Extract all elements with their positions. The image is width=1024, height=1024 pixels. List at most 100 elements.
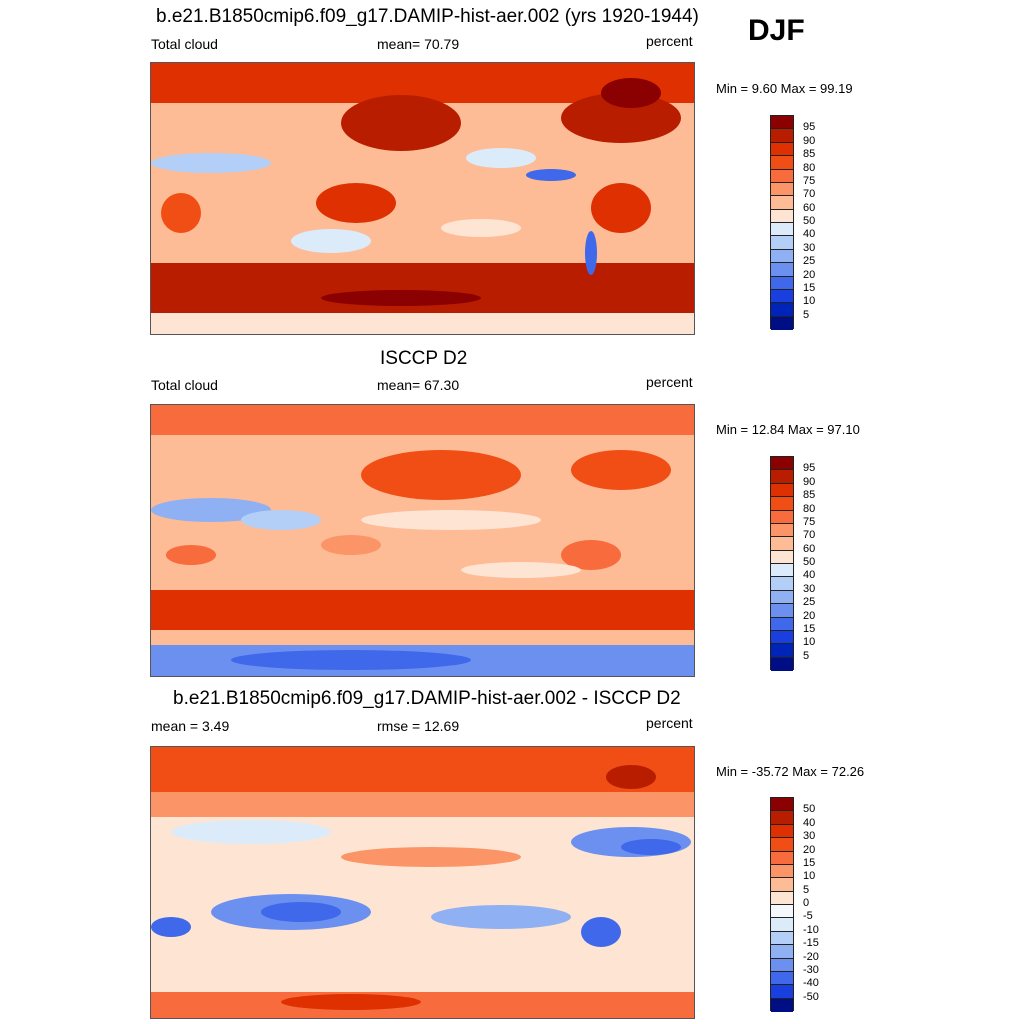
colorbar-swatch xyxy=(771,931,793,946)
colorbar-tick-label: 5 xyxy=(803,649,810,662)
colorbar-swatch xyxy=(771,457,793,471)
colorbar-tick-label: 70 xyxy=(803,188,816,201)
colorbar-swatch xyxy=(771,604,793,618)
panel-1-left-label: Total cloud xyxy=(151,36,218,52)
colorbar-swatch xyxy=(771,223,793,237)
colorbar-tick-label: 40 xyxy=(803,816,816,829)
colorbar-tick-label: 30 xyxy=(803,830,816,843)
season-label: DJF xyxy=(748,14,805,47)
colorbar-tick-label: 20 xyxy=(803,268,816,281)
panel-3-units-label: percent xyxy=(646,715,693,731)
panel-1-map xyxy=(150,62,695,335)
colorbar-tick-label: 50 xyxy=(803,556,816,568)
panel-3-colorbar xyxy=(770,797,794,1012)
colorbar-tick-label: 5 xyxy=(803,308,810,321)
panel-3-title: b.e21.B1850cmip6.f09_g17.DAMIP-hist-aer.… xyxy=(173,688,681,709)
colorbar-swatch xyxy=(771,116,793,130)
colorbar-swatch xyxy=(771,985,793,999)
colorbar-tick-label: 20 xyxy=(803,609,816,622)
panel-2-title: ISCCP D2 xyxy=(380,348,468,369)
colorbar-tick-label: 10 xyxy=(803,636,816,649)
colorbar-swatch xyxy=(771,523,793,538)
colorbar-swatch xyxy=(771,971,793,986)
colorbar-swatch xyxy=(771,657,793,671)
colorbar-tick-label: 80 xyxy=(803,502,816,515)
colorbar-swatch xyxy=(771,182,793,197)
panel-3-rmse-label: rmse = 12.69 xyxy=(377,718,460,734)
panel-3-map xyxy=(150,746,695,1019)
colorbar-tick-label: 25 xyxy=(803,596,816,609)
colorbar-swatch xyxy=(771,316,793,330)
colorbar-tick-label: 30 xyxy=(803,582,816,595)
panel-1-contour-field xyxy=(151,63,694,334)
colorbar-swatch xyxy=(771,864,793,879)
colorbar-tick-label: 85 xyxy=(803,148,816,161)
panel-2-map xyxy=(150,404,695,677)
colorbar-swatch xyxy=(771,945,793,959)
colorbar-swatch xyxy=(771,510,793,524)
colorbar-swatch xyxy=(771,303,793,317)
colorbar-tick-label: 40 xyxy=(803,569,816,582)
colorbar-swatch xyxy=(771,236,793,250)
colorbar-tick-label: -10 xyxy=(803,923,819,936)
colorbar-swatch xyxy=(771,878,793,892)
panel-2-contour-field xyxy=(151,405,694,676)
colorbar-tick-label: 15 xyxy=(803,856,816,869)
colorbar-tick-label: 95 xyxy=(803,121,816,134)
colorbar-tick-label: 15 xyxy=(803,622,816,635)
panel-3-contour-field xyxy=(151,747,694,1018)
colorbar-swatch xyxy=(771,249,793,264)
colorbar-tick-label: 10 xyxy=(803,295,816,308)
colorbar-swatch xyxy=(771,905,793,919)
panel-2-minmax: Min = 12.84 Max = 97.10 xyxy=(716,422,860,437)
colorbar-tick-label: 5 xyxy=(803,883,810,896)
colorbar-tick-label: 90 xyxy=(803,134,816,147)
colorbar-tick-label: 60 xyxy=(803,201,816,214)
colorbar-swatch xyxy=(771,196,793,210)
colorbar-tick-label: 30 xyxy=(803,241,816,254)
colorbar-swatch xyxy=(771,289,793,304)
colorbar-swatch xyxy=(771,483,793,498)
colorbar-tick-label: 75 xyxy=(803,515,816,528)
colorbar-swatch xyxy=(771,497,793,511)
colorbar-tick-label: -5 xyxy=(803,910,813,923)
colorbar-swatch xyxy=(771,798,793,812)
colorbar-swatch xyxy=(771,824,793,839)
colorbar-tick-label: -40 xyxy=(803,977,819,990)
colorbar-tick-label: 15 xyxy=(803,281,816,294)
panel-1-units-label: percent xyxy=(646,33,693,49)
colorbar-swatch xyxy=(771,590,793,605)
colorbar-swatch xyxy=(771,129,793,143)
colorbar-tick-label: -30 xyxy=(803,963,819,976)
colorbar-swatch xyxy=(771,142,793,157)
colorbar-swatch xyxy=(771,537,793,551)
colorbar-tick-label: 0 xyxy=(803,897,810,909)
colorbar-tick-label: 50 xyxy=(803,215,816,227)
colorbar-tick-label: 10 xyxy=(803,870,816,883)
colorbar-swatch xyxy=(771,918,793,932)
colorbar-swatch xyxy=(771,276,793,290)
colorbar-swatch xyxy=(771,630,793,645)
colorbar-tick-label: 50 xyxy=(803,803,816,816)
colorbar-swatch xyxy=(771,998,793,1012)
panel-2-mean-label: mean= 67.30 xyxy=(377,377,460,393)
colorbar-tick-label: 90 xyxy=(803,475,816,488)
colorbar-tick-label: -20 xyxy=(803,950,819,963)
colorbar-swatch xyxy=(771,169,793,183)
colorbar-swatch xyxy=(771,156,793,170)
panel-2-colorbar xyxy=(770,456,794,671)
colorbar-swatch xyxy=(771,838,793,852)
panel-2-units-label: percent xyxy=(646,374,693,390)
colorbar-tick-label: -15 xyxy=(803,937,819,950)
colorbar-tick-label: 70 xyxy=(803,529,816,542)
colorbar-swatch xyxy=(771,263,793,277)
panel-3-mean-label: mean = 3.49 xyxy=(151,718,230,734)
panel-1-mean-label: mean= 70.79 xyxy=(377,36,460,52)
panel-2-left-label: Total cloud xyxy=(151,377,218,393)
colorbar-swatch xyxy=(771,811,793,825)
panel-3-minmax: Min = -35.72 Max = 72.26 xyxy=(716,764,865,779)
colorbar-swatch xyxy=(771,550,793,564)
colorbar-tick-label: 95 xyxy=(803,462,816,475)
colorbar-swatch xyxy=(771,577,793,591)
colorbar-tick-label: 20 xyxy=(803,843,816,856)
